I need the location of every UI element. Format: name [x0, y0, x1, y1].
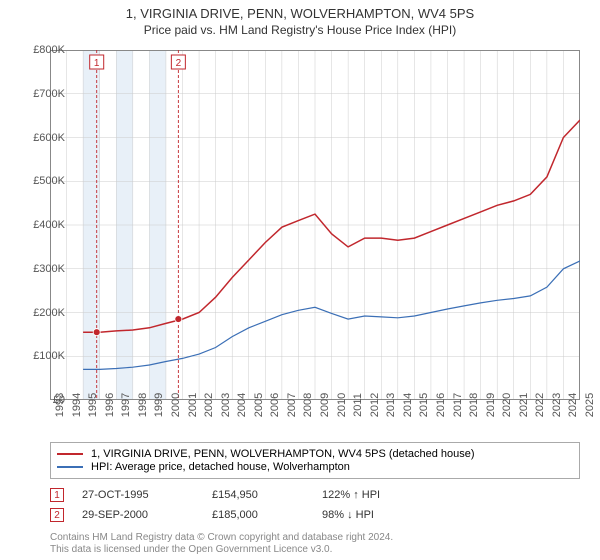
- sale-row-1: 1 27-OCT-1995 £154,950 122% ↑ HPI: [50, 488, 580, 502]
- x-tick-label: 2012: [369, 393, 381, 417]
- x-tick-label: 2025: [584, 393, 596, 417]
- x-tick-label: 2016: [435, 393, 447, 417]
- x-tick-label: 2009: [319, 393, 331, 417]
- sale-date-2: 29-SEP-2000: [82, 509, 212, 521]
- footer-line1: Contains HM Land Registry data © Crown c…: [50, 532, 393, 543]
- sale-row-2: 2 29-SEP-2000 £185,000 98% ↓ HPI: [50, 508, 580, 522]
- x-tick-label: 2007: [286, 393, 298, 417]
- x-tick-label: 2005: [253, 393, 265, 417]
- y-tick-label: £800K: [15, 44, 65, 56]
- x-tick-label: 2024: [567, 393, 579, 417]
- x-tick-label: 2021: [518, 393, 530, 417]
- sale-marker-badge-1: 1: [50, 488, 64, 502]
- x-tick-label: 1993: [54, 393, 66, 417]
- x-tick-label: 1994: [71, 393, 83, 417]
- legend-row-hpi: HPI: Average price, detached house, Wolv…: [57, 461, 573, 473]
- sale-marker-badge-2: 2: [50, 508, 64, 522]
- x-tick-label: 2018: [468, 393, 480, 417]
- x-tick-label: 2003: [220, 393, 232, 417]
- x-tick-label: 2013: [385, 393, 397, 417]
- footer-line2: This data is licensed under the Open Gov…: [50, 544, 332, 555]
- x-tick-label: 2008: [302, 393, 314, 417]
- sale-date-1: 27-OCT-1995: [82, 489, 212, 501]
- sale-vs-hpi-1: 122% ↑ HPI: [322, 489, 432, 501]
- x-tick-label: 2014: [402, 393, 414, 417]
- svg-text:1: 1: [94, 58, 100, 69]
- y-tick-label: £600K: [15, 132, 65, 144]
- y-tick-label: £500K: [15, 175, 65, 187]
- legend-swatch-property: [57, 453, 83, 455]
- y-tick-label: £200K: [15, 307, 65, 319]
- svg-text:2: 2: [176, 58, 182, 69]
- legend-box: 1, VIRGINIA DRIVE, PENN, WOLVERHAMPTON, …: [50, 442, 580, 479]
- x-tick-label: 2000: [170, 393, 182, 417]
- page-container: 1, VIRGINIA DRIVE, PENN, WOLVERHAMPTON, …: [0, 0, 600, 560]
- x-tick-label: 1995: [87, 393, 99, 417]
- x-tick-label: 1999: [153, 393, 165, 417]
- sale-price-2: £185,000: [212, 509, 322, 521]
- chart-svg: 12: [50, 50, 580, 400]
- legend-row-property: 1, VIRGINIA DRIVE, PENN, WOLVERHAMPTON, …: [57, 448, 573, 460]
- x-tick-label: 2017: [452, 393, 464, 417]
- x-tick-label: 2006: [269, 393, 281, 417]
- sale-price-1: £154,950: [212, 489, 322, 501]
- x-tick-label: 2015: [418, 393, 430, 417]
- legend-swatch-hpi: [57, 466, 83, 468]
- title-subtitle: Price paid vs. HM Land Registry's House …: [0, 23, 600, 37]
- x-tick-label: 2002: [203, 393, 215, 417]
- x-tick-label: 1998: [137, 393, 149, 417]
- x-tick-label: 2010: [336, 393, 348, 417]
- x-tick-label: 2019: [485, 393, 497, 417]
- title-block: 1, VIRGINIA DRIVE, PENN, WOLVERHAMPTON, …: [0, 0, 600, 37]
- x-tick-label: 2023: [551, 393, 563, 417]
- legend-label-hpi: HPI: Average price, detached house, Wolv…: [91, 461, 350, 473]
- legend-label-property: 1, VIRGINIA DRIVE, PENN, WOLVERHAMPTON, …: [91, 448, 475, 460]
- y-tick-label: £700K: [15, 88, 65, 100]
- y-tick-label: £100K: [15, 350, 65, 362]
- x-tick-label: 2011: [352, 393, 364, 417]
- sale-vs-hpi-2: 98% ↓ HPI: [322, 509, 432, 521]
- x-tick-label: 1997: [120, 393, 132, 417]
- footer-note: Contains HM Land Registry data © Crown c…: [50, 532, 580, 556]
- title-address: 1, VIRGINIA DRIVE, PENN, WOLVERHAMPTON, …: [0, 6, 600, 21]
- x-tick-label: 1996: [104, 393, 116, 417]
- y-tick-label: £300K: [15, 263, 65, 275]
- x-tick-label: 2020: [501, 393, 513, 417]
- x-tick-label: 2004: [236, 393, 248, 417]
- chart-plot-area: 12: [50, 50, 580, 400]
- y-tick-label: £400K: [15, 219, 65, 231]
- x-tick-label: 2022: [534, 393, 546, 417]
- x-tick-label: 2001: [187, 393, 199, 417]
